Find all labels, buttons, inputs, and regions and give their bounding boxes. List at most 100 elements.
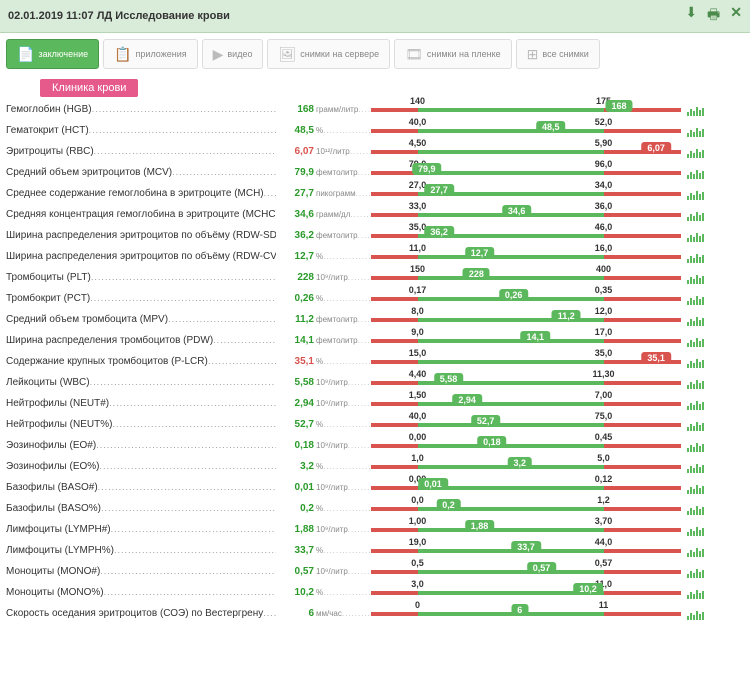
sparkline-icon[interactable] [687, 188, 717, 200]
value-badge: 0,18 [477, 436, 507, 448]
sparkline-icon[interactable] [687, 335, 717, 347]
toolbar-btn-0[interactable]: 📄заключение [6, 39, 99, 69]
row-unit: грамм/дл [316, 210, 371, 219]
range-low: 15,0 [409, 348, 427, 358]
result-row: Нейтрофилы (NEUT%)52,7 %40,075,052,7 [6, 414, 744, 435]
sparkline-icon[interactable] [687, 461, 717, 473]
sparkline-icon[interactable] [687, 482, 717, 494]
results-list: Гемоглобин (HGB)168 грамм/литр140175168Г… [0, 99, 750, 624]
row-label: Моноциты (MONO%) [6, 587, 276, 598]
sparkline-icon[interactable] [687, 524, 717, 536]
sparkline-icon[interactable] [687, 293, 717, 305]
sparkline-icon[interactable] [687, 545, 717, 557]
sparkline-icon[interactable] [687, 377, 717, 389]
row-value: 14,1 [276, 335, 316, 346]
row-label: Ширина распределения эритроцитов по объё… [6, 251, 276, 262]
toolbar-label: снимки на сервере [300, 49, 379, 59]
result-row: Моноциты (MONO%)10,2 %3,011,010,2 [6, 582, 744, 603]
sparkline-icon[interactable] [687, 104, 717, 116]
range-high: 1,2 [597, 495, 610, 505]
sparkline-icon[interactable] [687, 125, 717, 137]
range-low: 0,00 [409, 432, 427, 442]
row-label: Ширина распределения эритроцитов по объё… [6, 230, 276, 241]
result-row: Ширина распределения эритроцитов по объё… [6, 246, 744, 267]
toolbar-btn-4[interactable]: 🎞снимки на пленке [394, 39, 512, 69]
row-unit: 10⁹/литр [316, 483, 371, 492]
row-label: Лимфоциты (LYMPH%) [6, 545, 276, 556]
range-high: 34,0 [595, 180, 613, 190]
row-label: Базофилы (BASO#) [6, 482, 276, 493]
sparkline-icon[interactable] [687, 251, 717, 263]
sparkline-icon[interactable] [687, 440, 717, 452]
range-low: 0,0 [411, 495, 424, 505]
sparkline-icon[interactable] [687, 314, 717, 326]
range-high: 52,0 [595, 117, 613, 127]
toolbar-icon: 📋 [114, 46, 131, 63]
row-unit: 10⁹/литр [316, 441, 371, 450]
print-icon[interactable]: 🖶 [707, 4, 720, 28]
value-badge: 0,26 [499, 289, 529, 301]
sparkline-icon[interactable] [687, 503, 717, 515]
result-row: Эозинофилы (EO%)3,2 %1,05,03,2 [6, 456, 744, 477]
range-high: 400 [596, 264, 611, 274]
row-label: Гемоглобин (HGB) [6, 104, 276, 115]
row-value: 2,94 [276, 398, 316, 409]
toolbar-label: все снимки [542, 49, 588, 59]
row-label: Тромбокрит (PCT) [6, 293, 276, 304]
row-unit: % [316, 588, 371, 597]
result-row: Лимфоциты (LYMPH%)33,7 %19,044,033,7 [6, 540, 744, 561]
value-badge: 6,07 [641, 142, 671, 154]
sparkline-icon[interactable] [687, 146, 717, 158]
sparkline-icon[interactable] [687, 398, 717, 410]
row-value: 79,9 [276, 167, 316, 178]
sparkline-icon[interactable] [687, 272, 717, 284]
row-unit: 10¹²/литр [316, 147, 371, 156]
row-unit: % [316, 504, 371, 513]
range-high: 5,0 [597, 453, 610, 463]
range-high: 0,57 [595, 558, 613, 568]
row-value: 5,58 [276, 377, 316, 388]
sparkline-icon[interactable] [687, 356, 717, 368]
range-low: 1,50 [409, 390, 427, 400]
row-unit: % [316, 357, 371, 366]
value-badge: 168 [605, 100, 632, 112]
toolbar-icon: ▶ [213, 46, 224, 63]
download-icon[interactable]: ⬇ [685, 4, 697, 28]
sparkline-icon[interactable] [687, 209, 717, 221]
toolbar-btn-3[interactable]: 🖼 снимки на сервере [267, 39, 390, 69]
value-badge: 0,2 [436, 499, 461, 511]
result-row: Тромбокрит (PCT)0,26 %0,170,350,26 [6, 288, 744, 309]
range-low: 1,00 [409, 516, 427, 526]
sparkline-icon[interactable] [687, 587, 717, 599]
range-low: 3,0 [411, 579, 424, 589]
value-badge: 10,2 [573, 583, 603, 595]
range-low: 0 [415, 600, 420, 610]
row-unit: 10⁹/литр [316, 273, 371, 282]
toolbar-btn-1[interactable]: 📋приложения [103, 39, 198, 69]
result-row: Гематокрит (HCT)48,5 %40,052,048,5 [6, 120, 744, 141]
row-unit: фемтолитр [316, 315, 371, 324]
close-icon[interactable]: ✕ [730, 4, 742, 28]
sparkline-icon[interactable] [687, 230, 717, 242]
value-badge: 27,7 [424, 184, 454, 196]
row-unit: мм/час [316, 609, 371, 618]
row-label: Моноциты (MONO#) [6, 566, 276, 577]
toolbar-icon: 🖼 [278, 46, 296, 63]
header-title: 02.01.2019 11:07 ЛД Исследование крови [8, 10, 230, 22]
sparkline-icon[interactable] [687, 608, 717, 620]
row-value: 0,2 [276, 503, 316, 514]
row-unit: 10⁹/литр [316, 399, 371, 408]
sparkline-icon[interactable] [687, 419, 717, 431]
row-value: 35,1 [276, 356, 316, 367]
range-low: 40,0 [409, 411, 427, 421]
sparkline-icon[interactable] [687, 566, 717, 578]
result-row: Ширина распределения тромбоцитов (PDW)14… [6, 330, 744, 351]
toolbar-btn-5[interactable]: ⊞все снимки [516, 39, 600, 69]
range-high: 17,0 [595, 327, 613, 337]
range-low: 11,0 [409, 243, 426, 253]
row-value: 27,7 [276, 188, 316, 199]
row-value: 36,2 [276, 230, 316, 241]
sparkline-icon[interactable] [687, 167, 717, 179]
toolbar-btn-2[interactable]: ▶видео [202, 39, 264, 69]
range-low: 4,40 [409, 369, 427, 379]
